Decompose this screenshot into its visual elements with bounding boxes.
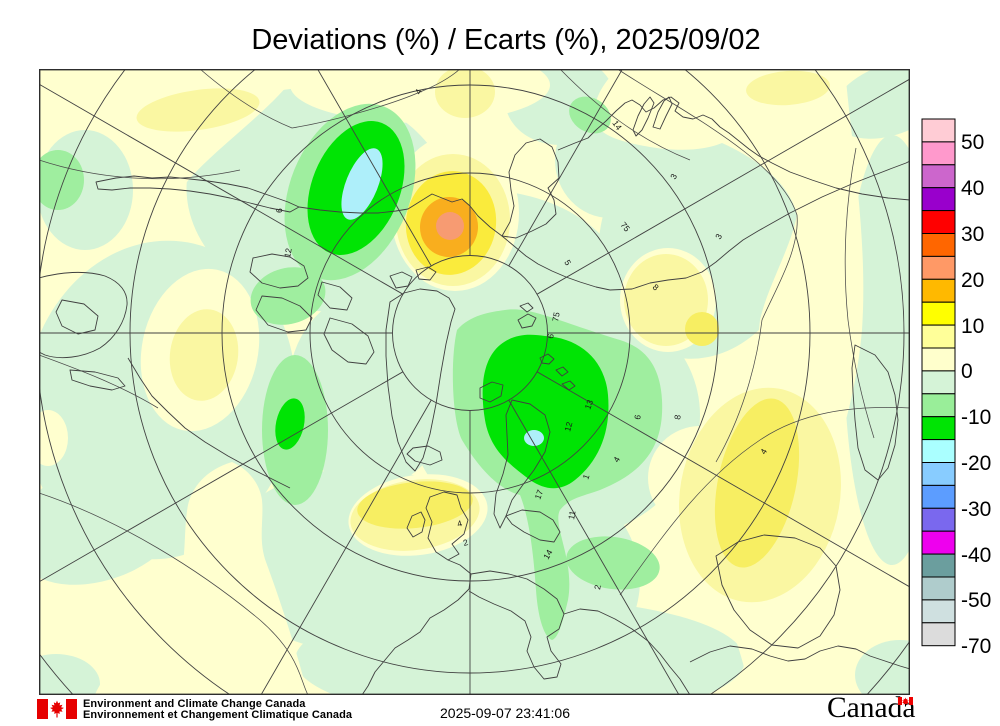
svg-text:6: 6 — [545, 333, 556, 340]
svg-text:-50: -50 — [961, 589, 991, 612]
svg-text:4: 4 — [413, 87, 424, 96]
svg-text:13: 13 — [582, 398, 595, 411]
svg-text:3: 3 — [713, 232, 724, 241]
svg-text:50: 50 — [961, 131, 984, 154]
svg-text:0: 0 — [961, 360, 973, 383]
svg-text:12: 12 — [562, 421, 574, 433]
svg-text:10: 10 — [961, 315, 984, 338]
svg-text:6: 6 — [274, 208, 284, 213]
svg-text:14: 14 — [541, 548, 555, 561]
svg-text:-40: -40 — [961, 544, 991, 567]
svg-text:-10: -10 — [961, 406, 991, 429]
svg-text:8: 8 — [651, 282, 661, 293]
svg-text:-70: -70 — [961, 635, 991, 658]
svg-text:5: 5 — [562, 258, 573, 267]
svg-text:1: 1 — [580, 473, 591, 481]
svg-text:20: 20 — [961, 269, 984, 292]
svg-text:12: 12 — [282, 247, 294, 258]
svg-text:6: 6 — [632, 414, 643, 421]
svg-text:75: 75 — [550, 311, 562, 322]
svg-text:-20: -20 — [961, 452, 991, 475]
svg-text:30: 30 — [961, 223, 984, 246]
svg-text:11: 11 — [566, 510, 577, 521]
svg-text:2: 2 — [462, 537, 469, 548]
svg-text:4: 4 — [456, 518, 463, 529]
svg-text:2: 2 — [592, 584, 603, 591]
svg-text:17: 17 — [532, 488, 545, 501]
svg-text:40: 40 — [961, 177, 984, 200]
svg-text:8: 8 — [672, 414, 683, 421]
svg-text:-30: -30 — [961, 498, 991, 521]
svg-text:3: 3 — [668, 172, 679, 181]
svg-text:4: 4 — [611, 455, 622, 464]
svg-text:4: 4 — [758, 447, 769, 456]
